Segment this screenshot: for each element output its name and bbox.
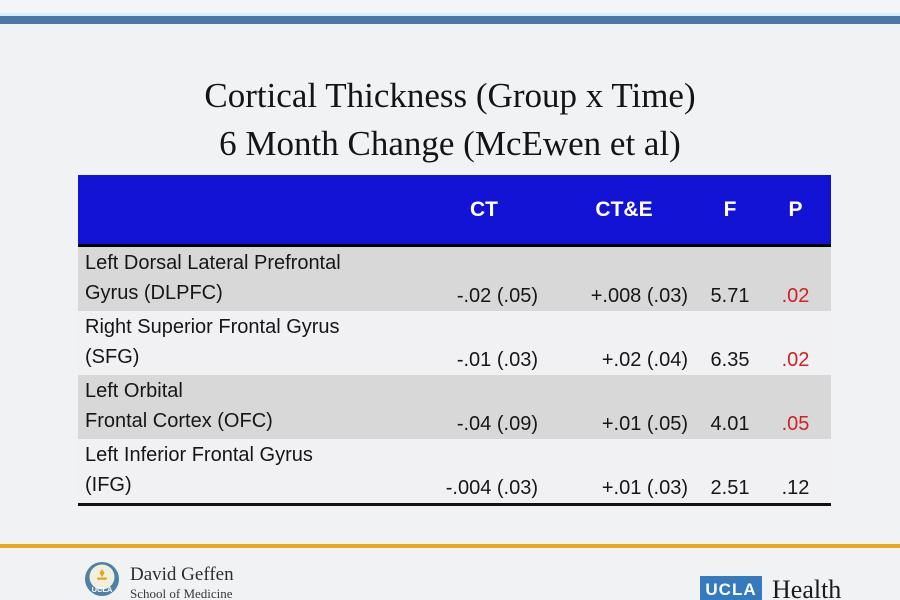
ct-value: -.02 (.05) xyxy=(456,285,538,307)
f-value: 4.01 xyxy=(710,413,750,435)
cte-value: +.01 (.05) xyxy=(601,413,688,435)
header-cte: CT&E xyxy=(595,197,653,221)
results-table: CT CT&E F P Left Dorsal Lateral Prefront… xyxy=(78,175,831,506)
svg-text:UCLA: UCLA xyxy=(92,585,113,594)
table-row: Left Inferior Frontal Gyrus (IFG) -.004 … xyxy=(78,439,831,506)
f-value: 6.35 xyxy=(710,349,750,371)
ct-value: -.004 (.03) xyxy=(445,477,538,499)
p-value: .02 xyxy=(781,285,810,307)
region-label: Left Inferior Frontal Gyrus (IFG) xyxy=(85,444,313,496)
top-strip xyxy=(0,0,900,13)
cte-value: +.02 (.04) xyxy=(601,349,688,371)
footer-divider xyxy=(0,544,900,548)
header-region xyxy=(78,175,420,244)
p-value: .05 xyxy=(781,413,810,435)
f-value: 2.51 xyxy=(710,477,750,499)
table-row: Right Superior Frontal Gyrus (SFG) -.01 … xyxy=(78,311,831,375)
region-label: Left Dorsal Lateral Prefrontal Gyrus (DL… xyxy=(85,252,341,304)
ucla-health-logo: UCLA Health xyxy=(700,576,841,600)
table-header-row: CT CT&E F P xyxy=(78,175,831,247)
ucla-health-text: Health xyxy=(772,575,842,600)
david-geffen-line1: David Geffen xyxy=(130,564,234,585)
header-f: F xyxy=(723,197,737,221)
header-p: P xyxy=(788,197,803,221)
p-value: .12 xyxy=(781,477,810,499)
top-bar xyxy=(0,16,900,24)
david-geffen-text: David Geffen School of Medicine xyxy=(130,561,234,600)
cte-value: +.01 (.03) xyxy=(601,477,688,499)
slide-title: Cortical Thickness (Group x Time) 6 Mont… xyxy=(0,72,900,168)
f-value: 5.71 xyxy=(710,285,750,307)
region-label: Right Superior Frontal Gyrus (SFG) xyxy=(85,316,340,368)
slide-title-line1: Cortical Thickness (Group x Time) xyxy=(204,76,696,115)
ucla-logo-box: UCLA xyxy=(700,576,762,600)
top-accent-line xyxy=(0,13,900,16)
ct-value: -.04 (.09) xyxy=(456,413,538,435)
david-geffen-line2: School of Medicine xyxy=(130,586,233,600)
ct-value: -.01 (.03) xyxy=(456,349,538,371)
slide-title-line2: 6 Month Change (McEwen et al) xyxy=(219,124,681,163)
table-row: Left Orbital Frontal Cortex (OFC) -.04 (… xyxy=(78,375,831,439)
table-row: Left Dorsal Lateral Prefrontal Gyrus (DL… xyxy=(78,247,831,311)
region-label: Left Orbital Frontal Cortex (OFC) xyxy=(85,380,273,432)
header-ct: CT xyxy=(470,197,498,221)
p-value: .02 xyxy=(781,349,810,371)
ucla-seal-icon: UCLA xyxy=(85,562,119,596)
cte-value: +.008 (.03) xyxy=(590,285,688,307)
david-geffen-logo: UCLA David Geffen School of Medicine xyxy=(84,561,234,600)
